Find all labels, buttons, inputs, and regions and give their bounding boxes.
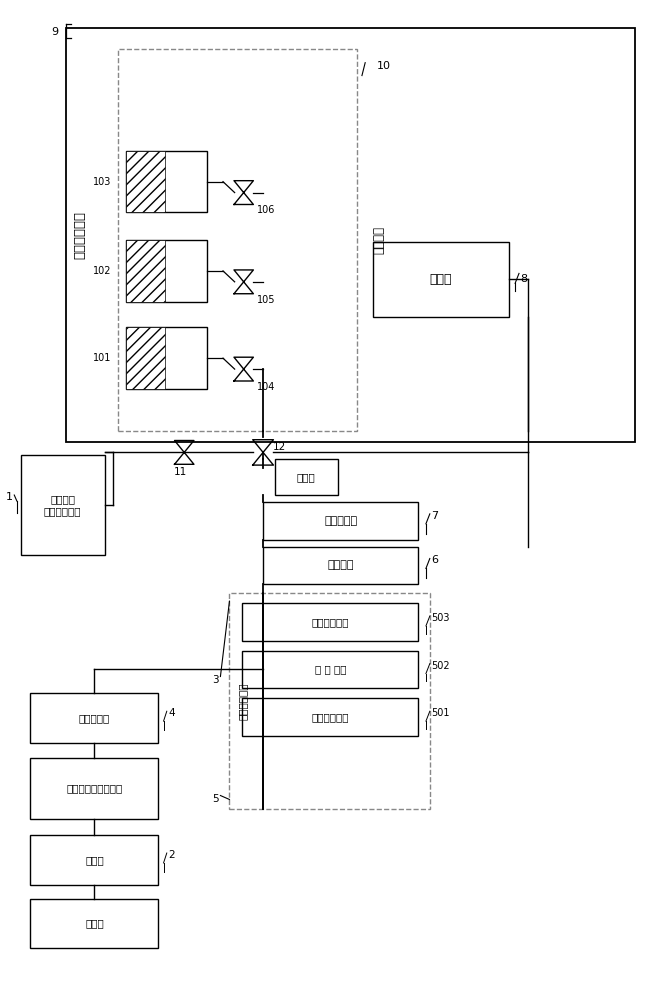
Text: 变频化电制氧压缩机: 变频化电制氧压缩机 (66, 784, 122, 794)
Text: 10: 10 (377, 61, 391, 71)
Text: 11: 11 (174, 467, 187, 477)
Text: 106: 106 (257, 205, 275, 215)
Text: 9: 9 (51, 27, 58, 37)
Text: 1: 1 (6, 492, 13, 502)
FancyBboxPatch shape (30, 758, 159, 819)
Text: 503: 503 (431, 613, 449, 623)
FancyBboxPatch shape (30, 693, 159, 743)
Text: 12: 12 (272, 442, 286, 452)
FancyBboxPatch shape (242, 698, 418, 736)
FancyBboxPatch shape (118, 49, 357, 431)
Text: 拒 水 矿器: 拒 水 矿器 (314, 665, 346, 675)
Text: 7: 7 (431, 511, 438, 521)
Text: 8: 8 (520, 274, 527, 284)
FancyBboxPatch shape (126, 240, 207, 302)
FancyBboxPatch shape (242, 651, 418, 688)
FancyBboxPatch shape (126, 327, 207, 389)
FancyBboxPatch shape (263, 547, 418, 584)
Text: 3: 3 (212, 675, 219, 685)
FancyBboxPatch shape (126, 151, 165, 212)
FancyBboxPatch shape (373, 242, 509, 317)
Text: 501: 501 (431, 708, 449, 718)
FancyBboxPatch shape (263, 502, 418, 540)
Text: 4: 4 (168, 708, 175, 718)
FancyBboxPatch shape (229, 593, 430, 809)
Text: 气矿稳定器: 气矿稳定器 (79, 713, 110, 723)
Text: 温湿控制: 温湿控制 (328, 560, 354, 570)
Text: 中央空调
送新风总风道: 中央空调 送新风总风道 (44, 494, 81, 516)
Text: 进气口: 进气口 (85, 918, 103, 928)
FancyBboxPatch shape (30, 899, 159, 948)
Text: 伽温活性碳器: 伽温活性碳器 (312, 712, 349, 722)
Text: 送氧设备: 送氧设备 (373, 226, 386, 254)
FancyBboxPatch shape (21, 455, 105, 555)
FancyBboxPatch shape (66, 28, 635, 442)
FancyBboxPatch shape (126, 327, 165, 389)
Text: 103: 103 (93, 177, 111, 187)
Text: 用矿口: 用矿口 (297, 472, 316, 482)
Text: 测氧仪: 测氧仪 (430, 273, 452, 286)
Text: 气源净化系统: 气源净化系统 (237, 683, 248, 720)
FancyBboxPatch shape (274, 459, 338, 495)
FancyBboxPatch shape (126, 151, 207, 212)
Text: 氧矿净完整: 氧矿净完整 (324, 516, 357, 526)
Text: 5: 5 (212, 794, 219, 804)
Text: 6: 6 (431, 555, 438, 565)
Text: 拒出系矿碳器: 拒出系矿碳器 (312, 617, 349, 627)
FancyBboxPatch shape (242, 603, 418, 641)
Text: 502: 502 (431, 661, 450, 671)
Text: 104: 104 (257, 382, 275, 392)
FancyBboxPatch shape (126, 240, 165, 302)
Text: 制氧机: 制氧机 (85, 855, 103, 865)
Text: 氧舶式健身房: 氧舶式健身房 (73, 211, 86, 259)
Text: 102: 102 (93, 266, 111, 276)
Text: 105: 105 (257, 295, 275, 305)
FancyBboxPatch shape (30, 835, 159, 885)
Text: 2: 2 (168, 850, 175, 860)
Text: 101: 101 (93, 353, 111, 363)
